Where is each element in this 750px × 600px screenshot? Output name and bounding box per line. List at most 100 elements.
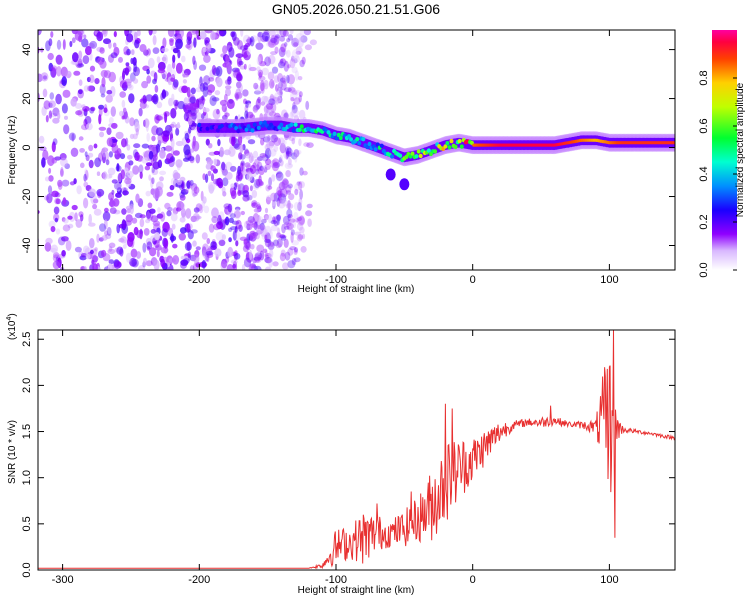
noise-blob: [175, 62, 183, 74]
noise-blob: [116, 183, 121, 192]
noise-blob: [50, 244, 59, 254]
noise-blob: [175, 159, 183, 168]
noise-blob: [138, 107, 143, 117]
noise-blob: [202, 249, 207, 258]
noise-blob: [287, 214, 291, 222]
noise-blob: [185, 43, 191, 49]
noise-blob: [161, 73, 166, 80]
noise-blob: [228, 217, 234, 223]
noise-blob: [211, 207, 219, 218]
noise-blob: [192, 55, 196, 65]
noise-blob: [276, 172, 282, 179]
noise-blob: [276, 30, 282, 35]
noise-blob: [266, 103, 274, 110]
ridge-core: [361, 137, 366, 142]
ridge-core: [205, 126, 210, 131]
noise-blob: [261, 67, 269, 76]
noise-blob: [299, 226, 305, 234]
noise-blob: [57, 112, 61, 120]
noise-blob: [291, 49, 300, 61]
noise-blob: [59, 153, 67, 161]
noise-blob: [290, 232, 294, 243]
noise-blob: [235, 88, 241, 99]
noise-blob: [283, 112, 289, 119]
noise-blob: [265, 215, 269, 221]
noise-blob: [282, 262, 289, 270]
noise-blob: [118, 238, 125, 243]
noise-blob: [177, 30, 184, 39]
noise-blob: [250, 155, 255, 162]
noise-blob: [228, 99, 234, 104]
noise-blob: [243, 257, 252, 268]
noise-blob: [48, 100, 56, 108]
noise-blob: [293, 250, 298, 255]
noise-blob: [279, 142, 286, 154]
noise-blob: [90, 106, 96, 112]
noise-blob: [78, 89, 83, 95]
noise-blob: [263, 213, 269, 221]
noise-blob: [203, 54, 211, 63]
noise-blob: [143, 119, 146, 127]
noise-blob: [93, 143, 98, 149]
ridge-core: [355, 137, 360, 142]
noise-blob: [226, 61, 231, 69]
noise-blob: [291, 108, 300, 118]
noise-blob: [112, 42, 117, 48]
noise-blob: [282, 75, 287, 85]
noise-blob: [131, 217, 138, 224]
noise-blob: [300, 35, 308, 43]
noise-blob: [282, 30, 289, 37]
noise-blob: [265, 196, 271, 205]
noise-blob: [102, 253, 111, 262]
noise-blob: [156, 56, 161, 64]
noise-blob: [71, 133, 75, 142]
noise-blob: [139, 171, 143, 179]
noise-blob: [176, 179, 182, 186]
ridge-core: [338, 135, 343, 141]
noise-blob: [181, 85, 189, 94]
noise-blob: [150, 229, 157, 234]
noise-blob: [233, 37, 240, 46]
noise-blob: [264, 56, 271, 67]
x-tick-label: 100: [600, 274, 618, 286]
snr-frame: [37, 329, 676, 571]
noise-blob: [184, 104, 190, 110]
noise-blob: [226, 98, 235, 110]
noise-blob: [83, 197, 89, 209]
noise-blob: [147, 202, 153, 209]
noise-blob: [98, 104, 105, 110]
noise-blob: [282, 215, 290, 225]
noise-blob: [242, 190, 250, 198]
noise-blob: [134, 39, 140, 49]
snr-y-ticks: 0.0 0.5 1.0 1.5 2.0 2.5: [21, 332, 675, 578]
ridge-core: [367, 141, 372, 147]
noise-blob: [94, 247, 98, 252]
ridge-core: [279, 122, 284, 128]
noise-blob: [96, 171, 101, 176]
noise-blob: [184, 68, 191, 76]
noise-blob: [254, 253, 261, 263]
noise-blob: [145, 162, 153, 167]
noise-blob: [298, 197, 303, 206]
noise-blob: [298, 215, 305, 225]
noise-blob: [38, 46, 40, 55]
colorbar-tick-label: 0.6: [698, 118, 710, 133]
noise-blob: [287, 87, 296, 93]
noise-blob: [111, 143, 119, 154]
noise-blob: [88, 213, 92, 225]
noise-blob: [264, 158, 272, 165]
noise-blob: [273, 75, 280, 83]
snr-y-multiplier-exponent: 4: [6, 317, 13, 321]
spectrogram-y-label: Frequency (Hz): [7, 116, 18, 185]
noise-blob: [249, 230, 256, 239]
noise-blob: [294, 188, 299, 196]
ridge-core: [291, 128, 296, 133]
noise-blob: [106, 89, 113, 95]
noise-blob: [280, 49, 288, 56]
ridge-core: [414, 154, 419, 159]
noise-blob: [297, 201, 302, 212]
noise-blob: [260, 137, 265, 146]
noise-blob: [263, 30, 270, 36]
noise-blob: [221, 234, 226, 241]
noise-blob: [208, 77, 215, 82]
